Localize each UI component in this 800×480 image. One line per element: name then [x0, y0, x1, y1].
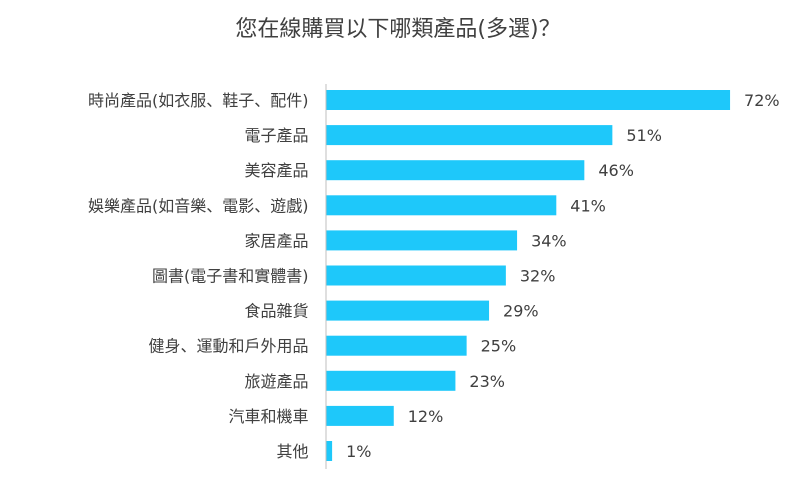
- bar: [326, 230, 518, 251]
- bar: [326, 125, 613, 146]
- data-label: 12%: [408, 407, 444, 426]
- data-label: 29%: [503, 302, 539, 321]
- category-label: 美容產品: [244, 161, 308, 180]
- bar: [326, 90, 731, 110]
- bar: [326, 265, 506, 286]
- data-label: 34%: [531, 231, 567, 250]
- bar: [326, 370, 456, 391]
- data-label: 46%: [598, 161, 634, 180]
- category-label: 旅遊產品: [244, 372, 308, 391]
- bar: [326, 441, 333, 461]
- category-label: 食品雜貨: [244, 302, 308, 321]
- category-label: 娛樂產品(如音樂、電影、遊戲): [88, 196, 309, 215]
- category-label: 健身、運動和戶外用品: [148, 337, 308, 356]
- category-label: 汽車和機車: [228, 407, 308, 426]
- data-label: 41%: [570, 196, 606, 215]
- data-label: 23%: [469, 372, 505, 391]
- category-label: 圖書(電子書和實體書): [152, 267, 309, 286]
- data-label: 72%: [744, 91, 780, 110]
- category-label: 其他: [276, 442, 308, 461]
- bar: [326, 300, 490, 321]
- data-label: 32%: [520, 267, 556, 286]
- category-label: 電子產品: [244, 126, 308, 145]
- bar: [326, 160, 585, 181]
- category-label: 家居產品: [244, 231, 308, 250]
- bars-group: 時尚產品(如衣服、鞋子、配件) 72% 電子產品 51% 美容產品 46% 娛樂產品(如音樂…: [88, 90, 780, 461]
- bar: [326, 195, 557, 216]
- chart-title: 您在線購買以下哪類產品(多選)？: [235, 17, 560, 42]
- data-label: 1%: [346, 442, 371, 461]
- bar: [326, 335, 467, 356]
- data-label: 25%: [481, 337, 517, 356]
- category-label: 時尚產品(如衣服、鞋子、配件): [88, 91, 309, 110]
- bar: [326, 405, 394, 426]
- data-label: 51%: [626, 126, 662, 145]
